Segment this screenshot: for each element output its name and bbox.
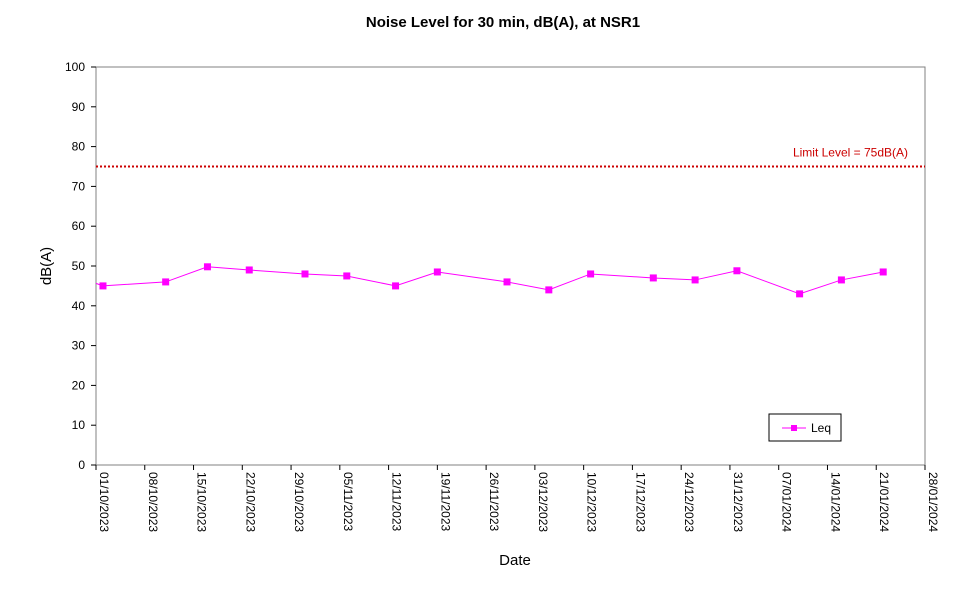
data-point-leq [203,263,211,271]
x-tick-label: 07/01/2024 [780,472,794,532]
x-axis-label: Date [499,552,531,569]
x-tick-label: 10/12/2023 [585,472,599,532]
legend-marker [791,425,797,431]
reference-lines: Limit Level = 75dB(A) [96,146,925,168]
x-tick-label: 03/12/2023 [536,472,550,532]
limit-level-label: Limit Level = 75dB(A) [793,146,908,160]
data-point-leq [503,278,511,286]
x-tick-label: 05/11/2023 [341,472,355,531]
data-point-leq [796,290,804,298]
plot-area [95,66,926,466]
y-tick-label: 70 [72,179,86,193]
data-point-leq [99,282,107,290]
series-layer [95,263,887,298]
x-tick-label: 19/11/2023 [438,472,452,531]
data-point-leq [343,272,351,280]
y-tick-label: 60 [72,219,86,233]
x-tick-label: 15/10/2023 [195,472,209,532]
x-tick-label: 21/01/2024 [877,472,891,532]
x-tick-label: 28/01/2024 [926,472,940,532]
x-tick-label: 08/10/2023 [146,472,160,532]
y-axis-label: dB(A) [38,247,55,285]
y-tick-label: 20 [72,378,86,392]
data-point-leq [392,282,400,290]
x-tick-label: 22/10/2023 [243,472,257,532]
y-axis: 0 10 20 30 40 50 60 70 80 90 100 [65,60,96,472]
y-tick-label: 90 [72,100,86,114]
data-point-leq [545,286,553,294]
y-tick-label: 100 [65,60,85,74]
x-tick-label: 26/11/2023 [487,472,501,531]
data-point-leq [733,267,741,275]
x-tick-label: 14/01/2024 [828,472,842,532]
legend: Leq [768,413,842,442]
x-axis: 01/10/2023 08/10/2023 15/10/2023 22/10/2023… [95,465,940,532]
data-point-leq [649,274,657,282]
chart-title: Noise Level for 30 min, dB(A), at NSR1 [366,14,640,31]
data-point-leq [162,278,170,286]
legend-label: Leq [811,421,831,435]
x-tick-label: 12/11/2023 [390,472,404,531]
x-tick-label: 24/12/2023 [682,472,696,532]
data-point-leq [879,268,887,276]
series-line-leq [95,266,884,295]
y-tick-label: 30 [72,339,86,353]
y-tick-label: 40 [72,299,86,313]
data-point-leq [301,270,309,278]
x-tick-label: 29/10/2023 [292,472,306,532]
y-tick-label: 80 [72,140,86,154]
y-tick-label: 50 [72,259,86,273]
x-tick-label: 31/12/2023 [731,472,745,532]
data-point-leq [587,270,595,278]
data-point-leq [433,268,441,276]
y-tick-label: 10 [72,418,86,432]
data-point-leq [245,266,253,274]
data-point-leq [837,276,845,284]
data-point-leq [691,276,699,284]
y-tick-label: 0 [78,458,85,472]
x-tick-label: 01/10/2023 [97,472,111,532]
x-tick-label: 17/12/2023 [633,472,647,532]
